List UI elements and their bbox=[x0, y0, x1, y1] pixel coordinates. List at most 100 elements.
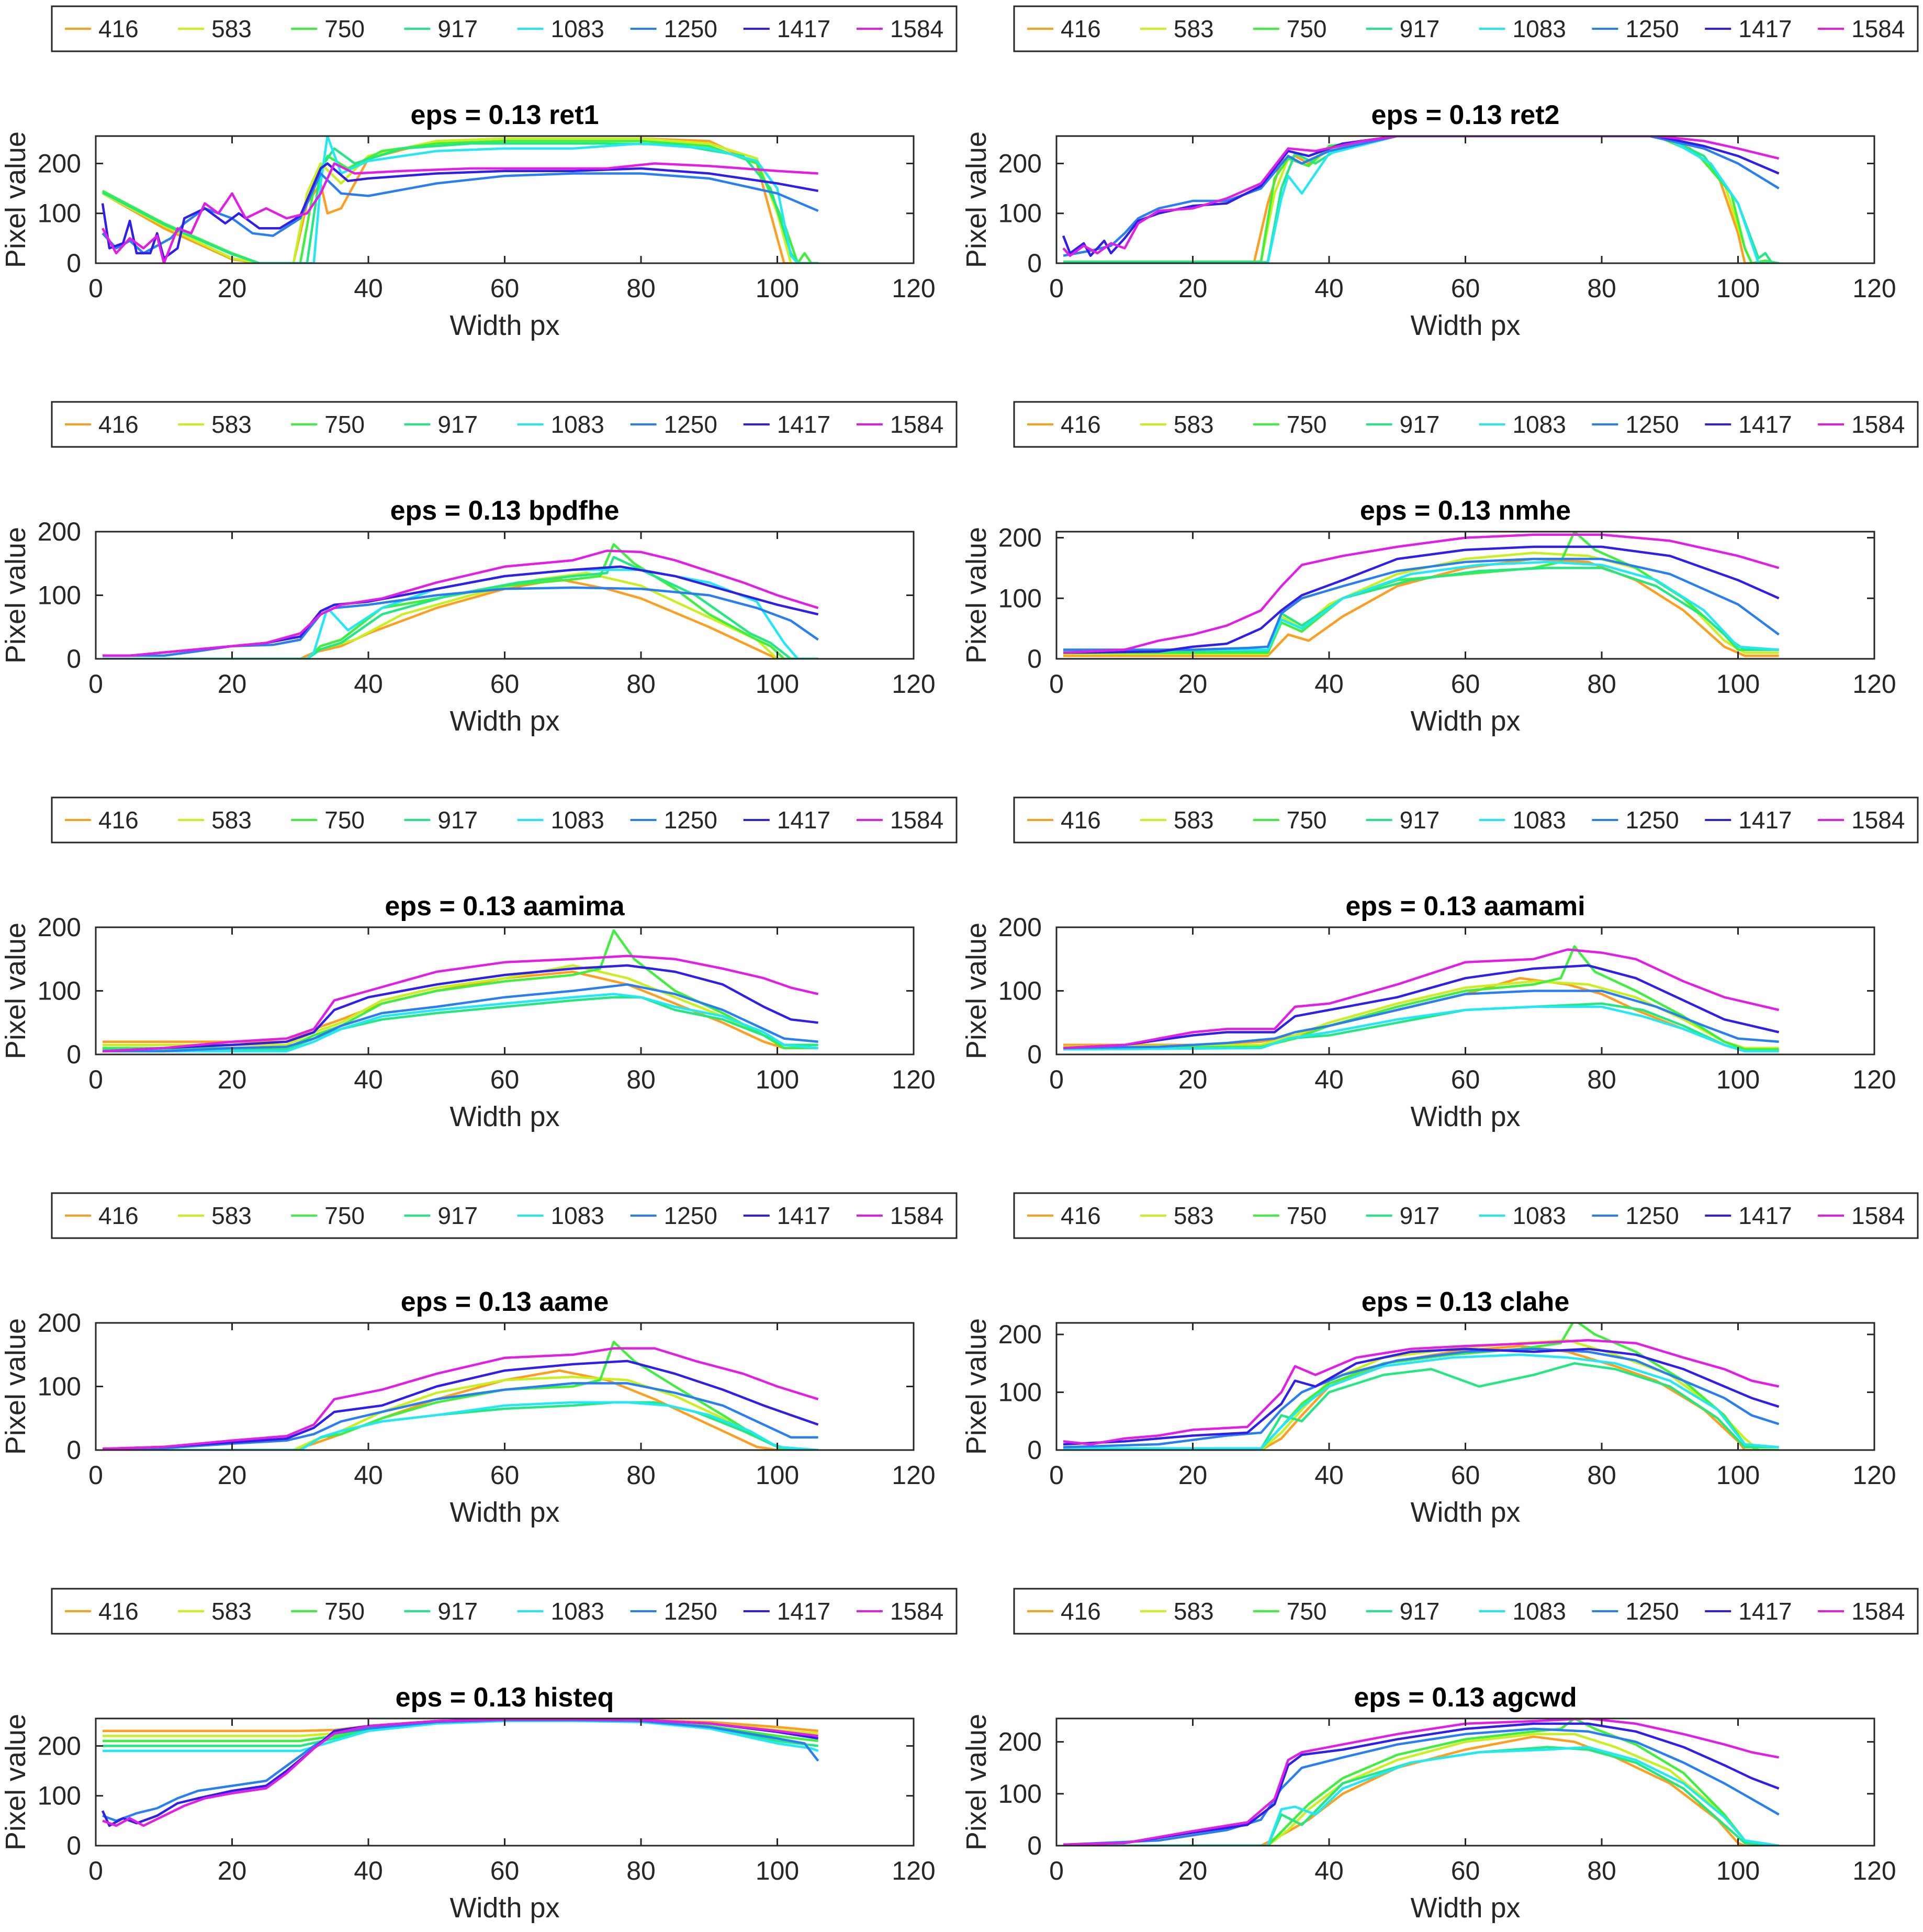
x-tick-label: 40 bbox=[1314, 274, 1344, 303]
series-line-750 bbox=[103, 929, 818, 1050]
x-tick-label: 120 bbox=[892, 1461, 935, 1490]
y-tick-label: 100 bbox=[998, 1378, 1042, 1407]
y-axis-label: Pixel value bbox=[961, 1714, 992, 1850]
x-axis-label: Width px bbox=[449, 1101, 559, 1132]
x-tick-label: 20 bbox=[218, 1065, 247, 1094]
x-tick-label: 0 bbox=[1049, 1065, 1064, 1094]
y-tick-label: 200 bbox=[38, 913, 81, 942]
x-tick-label: 0 bbox=[1049, 1461, 1064, 1490]
series-group bbox=[1063, 1718, 1780, 1846]
legend-label: 1083 bbox=[551, 806, 604, 834]
x-tick-label: 60 bbox=[1451, 669, 1480, 699]
axes-box bbox=[95, 926, 915, 1055]
x-tick-label: 80 bbox=[626, 669, 656, 699]
series-line-1250 bbox=[1063, 1347, 1780, 1448]
x-tick-label: 80 bbox=[626, 1461, 656, 1490]
legend-label: 750 bbox=[324, 806, 365, 834]
legend: 416 583 750 917 1083 1250 1417 1584 bbox=[51, 1192, 958, 1239]
legend-label: 1417 bbox=[777, 15, 830, 42]
series-line-1083 bbox=[103, 993, 818, 1053]
legend-label: 917 bbox=[1400, 411, 1440, 438]
axes-box bbox=[95, 531, 915, 660]
y-tick-label: 100 bbox=[38, 1781, 81, 1811]
legend-label: 583 bbox=[211, 1202, 252, 1229]
x-axis-label: Width px bbox=[449, 1892, 559, 1924]
y-tick-label: 0 bbox=[1027, 1040, 1042, 1069]
series-line-1083 bbox=[1063, 1353, 1779, 1450]
y-tick-label: 0 bbox=[1027, 1831, 1042, 1860]
x-axis-label: Width px bbox=[1410, 705, 1520, 737]
chart-panel-4: 416 583 750 917 1083 1250 1417 1584 eps = 0.13 n… bbox=[961, 401, 1919, 737]
legend-label: 1083 bbox=[551, 1202, 604, 1229]
legend-label: 1584 bbox=[1851, 411, 1905, 438]
y-tick-label: 200 bbox=[998, 523, 1042, 553]
legend: 416 583 750 917 1083 1250 1417 1584 bbox=[51, 5, 958, 52]
legend-label: 1417 bbox=[1738, 806, 1792, 834]
series-line-416 bbox=[1063, 1735, 1779, 1846]
y-axis-label: Pixel value bbox=[0, 527, 31, 664]
series-line-917 bbox=[1063, 136, 1779, 263]
chart-title: eps = 0.13 ret2 bbox=[1371, 100, 1560, 130]
series-line-750 bbox=[103, 543, 818, 659]
x-tick-label: 20 bbox=[1178, 274, 1208, 303]
x-axis-label: Width px bbox=[449, 705, 559, 737]
x-tick-label: 40 bbox=[354, 1461, 383, 1490]
x-tick-label: 60 bbox=[490, 669, 520, 699]
series-group bbox=[1063, 532, 1780, 657]
axes-box bbox=[95, 1322, 915, 1451]
x-tick-label: 120 bbox=[1852, 1856, 1896, 1885]
series-line-1083 bbox=[1063, 560, 1779, 651]
legend-label: 583 bbox=[1174, 1202, 1214, 1229]
series-group bbox=[102, 929, 819, 1053]
x-tick-label: 60 bbox=[1451, 1461, 1480, 1490]
legend-label: 1250 bbox=[1625, 15, 1679, 42]
series-line-1250 bbox=[1063, 136, 1780, 257]
x-tick-label: 120 bbox=[1852, 1461, 1896, 1490]
series-group bbox=[101, 136, 819, 263]
x-tick-label: 100 bbox=[756, 274, 799, 303]
series-group bbox=[1063, 945, 1780, 1053]
series-line-1250 bbox=[1063, 1727, 1780, 1846]
legend-label: 416 bbox=[1061, 15, 1101, 42]
x-tick-label: 20 bbox=[218, 1856, 247, 1885]
x-tick-label: 120 bbox=[1852, 669, 1896, 699]
legend-label: 1083 bbox=[551, 1598, 604, 1625]
legend-label: 1083 bbox=[551, 411, 604, 438]
series-line-1584 bbox=[103, 549, 819, 657]
legend-label: 1584 bbox=[890, 15, 943, 42]
y-tick-label: 200 bbox=[998, 1727, 1042, 1757]
y-tick-label: 200 bbox=[38, 149, 81, 178]
x-tick-label: 100 bbox=[756, 1856, 799, 1885]
series-line-1417 bbox=[1063, 1347, 1780, 1446]
x-tick-label: 120 bbox=[892, 1856, 935, 1885]
legend-label: 1250 bbox=[1625, 411, 1679, 438]
y-tick-label: 200 bbox=[38, 1308, 81, 1338]
x-tick-label: 60 bbox=[1451, 1856, 1480, 1885]
chart-panel-5: 416 583 750 917 1083 1250 1417 1584 eps = 0.13 a… bbox=[0, 796, 958, 1132]
series-group bbox=[1062, 136, 1780, 263]
x-tick-label: 20 bbox=[218, 669, 247, 699]
series-line-1584 bbox=[102, 162, 818, 263]
x-tick-label: 80 bbox=[1587, 274, 1616, 303]
legend-label: 917 bbox=[1400, 1598, 1440, 1625]
y-axis-label: Pixel value bbox=[961, 923, 992, 1059]
series-line-1250 bbox=[102, 1382, 818, 1450]
series-line-1584 bbox=[1063, 1339, 1780, 1446]
x-tick-label: 60 bbox=[490, 1461, 520, 1490]
x-axis-label: Width px bbox=[1410, 310, 1520, 341]
y-tick-label: 0 bbox=[1027, 644, 1042, 673]
series-line-1083 bbox=[103, 1401, 818, 1450]
x-tick-label: 100 bbox=[1716, 274, 1760, 303]
chart-title: eps = 0.13 aame bbox=[401, 1287, 609, 1317]
x-tick-label: 100 bbox=[1716, 1856, 1760, 1885]
x-axis-label: Width px bbox=[449, 310, 559, 341]
legend-label: 917 bbox=[1400, 1202, 1440, 1229]
x-tick-label: 80 bbox=[1587, 669, 1616, 699]
legend: 416 583 750 917 1083 1250 1417 1584 bbox=[51, 401, 958, 448]
legend-label: 1417 bbox=[1738, 1598, 1792, 1625]
y-axis-label: Pixel value bbox=[0, 131, 31, 268]
legend-label: 917 bbox=[1400, 15, 1440, 42]
series-group bbox=[1063, 1323, 1780, 1450]
legend-label: 1083 bbox=[1513, 1598, 1566, 1625]
x-tick-label: 120 bbox=[1852, 274, 1896, 303]
